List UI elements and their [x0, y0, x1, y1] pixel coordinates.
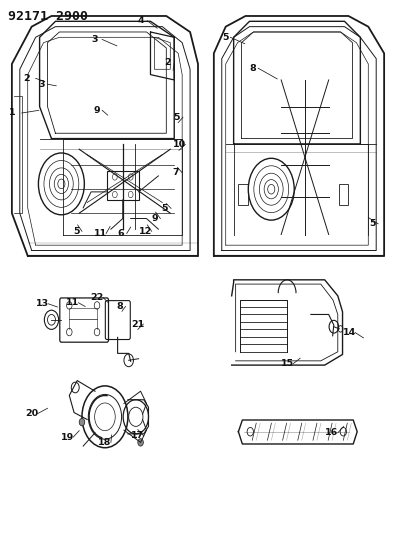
Text: 11: 11 [66, 298, 79, 307]
Text: 2: 2 [164, 59, 171, 67]
Text: 19: 19 [61, 433, 74, 441]
Bar [107, 171, 139, 200]
Text: 5: 5 [369, 220, 375, 228]
Circle shape [79, 418, 85, 426]
Text: 9: 9 [94, 106, 100, 115]
Text: 16: 16 [325, 429, 339, 437]
Text: 11: 11 [93, 229, 107, 238]
Text: 8: 8 [249, 64, 256, 72]
Text: 10: 10 [172, 140, 186, 149]
Text: 12: 12 [139, 227, 152, 236]
Text: 2: 2 [24, 74, 30, 83]
Circle shape [138, 439, 143, 446]
Text: 9: 9 [151, 214, 158, 223]
Text: 18: 18 [98, 438, 112, 447]
Text: 15: 15 [281, 359, 294, 368]
Text: 5: 5 [222, 33, 228, 42]
Bar [238, 184, 248, 205]
Text: 6: 6 [118, 229, 124, 238]
Text: 92171 2900: 92171 2900 [8, 10, 88, 22]
Text: 17: 17 [131, 432, 145, 440]
Text: 14: 14 [343, 328, 356, 337]
Text: 7: 7 [173, 168, 179, 177]
Text: 5: 5 [173, 113, 179, 122]
Text: 20: 20 [25, 409, 38, 418]
Text: 22: 22 [90, 293, 104, 302]
Text: 21: 21 [131, 320, 144, 328]
Text: 13: 13 [36, 300, 49, 308]
Text: 5: 5 [161, 204, 168, 213]
Text: 3: 3 [38, 80, 45, 88]
Bar [339, 184, 348, 205]
Text: 3: 3 [91, 35, 97, 44]
Text: 5: 5 [73, 227, 79, 236]
Text: 1: 1 [9, 109, 15, 117]
Text: 4: 4 [137, 17, 144, 25]
Text: 8: 8 [116, 302, 123, 311]
